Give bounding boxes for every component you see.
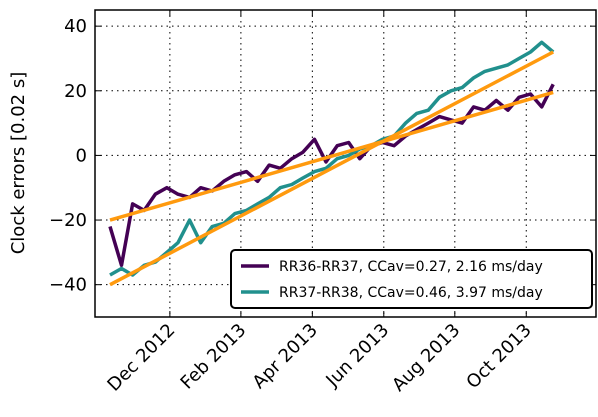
y-tick-label: 20 xyxy=(64,81,87,102)
fit-line xyxy=(109,50,555,287)
fit-line xyxy=(109,90,554,222)
y-axis-label: Clock errors [0.02 s] xyxy=(8,72,29,255)
x-tick-label: Oct 2013 xyxy=(463,320,536,393)
y-tick-label: −20 xyxy=(49,210,87,231)
x-tick-label: Aug 2013 xyxy=(388,320,464,396)
x-tick-label: Feb 2013 xyxy=(177,320,251,394)
x-tick-label: Apr 2013 xyxy=(249,320,322,393)
x-tick-label: Jun 2013 xyxy=(321,320,393,392)
legend-label: RR37-RR38, CCav=0.46, 3.97 ms/day xyxy=(279,285,543,301)
data-line xyxy=(108,83,555,268)
plot-frame xyxy=(94,9,597,318)
data-line xyxy=(109,40,555,277)
y-tick-label: −40 xyxy=(49,275,87,296)
legend-label: RR36-RR37, CCav=0.27, 2.16 ms/day xyxy=(279,259,543,275)
x-tick-label: Dec 2012 xyxy=(103,320,179,396)
y-tick-label: 40 xyxy=(64,16,87,37)
y-tick-label: 0 xyxy=(76,145,87,166)
legend-box xyxy=(230,249,593,309)
